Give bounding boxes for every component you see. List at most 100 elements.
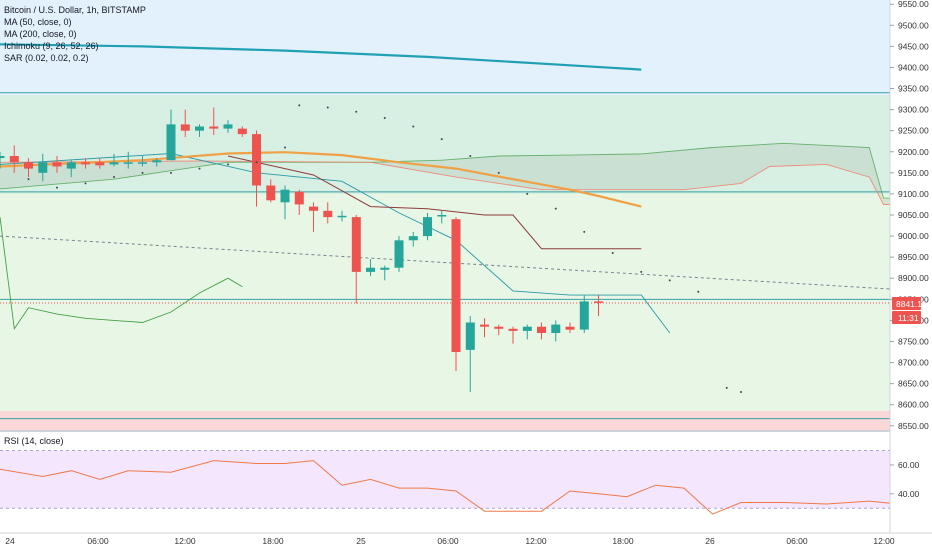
candle-body bbox=[480, 324, 489, 327]
price-tick-label: 8750.00 bbox=[898, 336, 929, 346]
price-tick-label: 8900.00 bbox=[898, 273, 929, 283]
sar-dot bbox=[27, 178, 30, 181]
indicator-lines bbox=[0, 43, 890, 334]
price-tick-label: 9200.00 bbox=[898, 147, 929, 157]
zone-green bbox=[0, 194, 890, 411]
price-tick-label: 9450.00 bbox=[898, 41, 929, 51]
legend: Bitcoin / U.S. Dollar, 1h, BITSTAMP MA (… bbox=[4, 5, 146, 446]
price-tick-label: 8550.00 bbox=[898, 421, 929, 431]
candle-body bbox=[323, 210, 333, 218]
sar-dot bbox=[170, 171, 172, 174]
candle-body bbox=[494, 326, 504, 329]
sar-dot bbox=[56, 186, 58, 189]
time-tick-label: 12:00 bbox=[873, 536, 895, 546]
candle-body bbox=[465, 322, 475, 350]
time-tick-label: 12:00 bbox=[525, 536, 547, 546]
price-tick-label: 9100.00 bbox=[898, 189, 929, 199]
candle-body bbox=[309, 206, 318, 211]
candle-body bbox=[437, 215, 447, 217]
sar-dot bbox=[412, 125, 415, 128]
sar-dot bbox=[227, 163, 229, 166]
ichimoku-span-a bbox=[0, 142, 890, 199]
candlesticks bbox=[0, 107, 603, 393]
candle-body bbox=[195, 126, 204, 131]
candle-body bbox=[351, 217, 361, 272]
price-tick-label: 9300.00 bbox=[898, 105, 929, 115]
sar-dot bbox=[255, 161, 258, 164]
legend-sar[interactable]: SAR (0.02, 0.02, 0.2) bbox=[4, 53, 89, 63]
candle-body bbox=[565, 326, 575, 330]
sar-dot bbox=[84, 182, 87, 185]
cloud-area bbox=[0, 143, 890, 205]
symbol-title[interactable]: Bitcoin / U.S. Dollar, 1h, BITSTAMP bbox=[4, 5, 146, 15]
candle-body bbox=[0, 156, 5, 159]
sar-dot bbox=[198, 167, 201, 170]
candle-body bbox=[237, 128, 247, 135]
drawing-zones bbox=[0, 0, 890, 430]
rsi-band bbox=[0, 450, 890, 509]
price-tick-label: 9350.00 bbox=[898, 84, 929, 94]
legend-ichimoku[interactable]: Ichimoku (9, 26, 52, 26) bbox=[4, 41, 99, 51]
trendline bbox=[0, 235, 890, 290]
price-tick-label: 8950.00 bbox=[898, 252, 929, 262]
sar-dot bbox=[141, 171, 144, 174]
sar-dot bbox=[355, 110, 358, 113]
price-tick-label: 9050.00 bbox=[898, 210, 929, 220]
candle-body bbox=[337, 215, 347, 218]
sar-dot bbox=[697, 290, 700, 293]
price-tick-label: 8700.00 bbox=[898, 358, 929, 368]
ma50-line bbox=[0, 151, 642, 208]
candle-body bbox=[294, 191, 304, 205]
ichimoku-span-b bbox=[0, 160, 890, 205]
ichimoku-chikou bbox=[0, 217, 243, 331]
time-tick-label: 12:00 bbox=[174, 536, 196, 546]
time-tick-label: 24 bbox=[5, 536, 15, 546]
sar-dot bbox=[284, 146, 286, 149]
candle-body bbox=[123, 162, 133, 164]
candle-body bbox=[380, 267, 390, 270]
sar-dot bbox=[611, 251, 614, 254]
price-axis[interactable]: 8550.008600.008650.008700.008750.008800.… bbox=[890, 0, 929, 431]
candle-body bbox=[66, 162, 76, 169]
ichimoku-cloud bbox=[0, 143, 890, 205]
parabolic-sar bbox=[27, 104, 742, 394]
sar-dot bbox=[469, 154, 472, 157]
sar-dot bbox=[298, 104, 301, 107]
candle-body bbox=[138, 162, 147, 164]
candle-body bbox=[537, 326, 546, 333]
sar-dot bbox=[668, 279, 671, 282]
candle-body bbox=[394, 240, 404, 268]
candle-body bbox=[81, 162, 90, 165]
price-tick-label: 9150.00 bbox=[898, 168, 929, 178]
candle-body bbox=[508, 328, 518, 331]
candle-body bbox=[280, 189, 290, 203]
candle-body bbox=[366, 267, 375, 272]
legend-ma50[interactable]: MA (50, close, 0) bbox=[4, 17, 72, 27]
rsi-axis[interactable]: 40.00 60.00 bbox=[890, 460, 920, 499]
time-tick-label: 06:00 bbox=[437, 536, 459, 546]
candle-body bbox=[24, 162, 33, 169]
legend-ma200[interactable]: MA (200, close, 0) bbox=[4, 29, 77, 39]
candle-body bbox=[152, 160, 162, 163]
last-price-tag: 8841.11 bbox=[892, 297, 926, 310]
candle-body bbox=[209, 126, 219, 129]
time-tick-label: 06:00 bbox=[87, 536, 109, 546]
candle-body bbox=[579, 301, 589, 330]
legend-rsi[interactable]: RSI (14, close) bbox=[4, 436, 64, 446]
sar-dot bbox=[640, 270, 643, 273]
sar-dot bbox=[740, 391, 742, 394]
candle-body bbox=[166, 124, 176, 161]
sar-dot bbox=[440, 138, 443, 141]
candle-body bbox=[180, 124, 190, 131]
candle-body bbox=[9, 156, 19, 163]
zone-teal bbox=[0, 95, 890, 194]
price-tick-label: 9550.00 bbox=[898, 0, 929, 9]
candle-body bbox=[408, 236, 418, 241]
sar-dot bbox=[583, 230, 586, 233]
sar-dot bbox=[113, 176, 115, 179]
time-axis[interactable]: 24 06:00 12:00 18:00 25 06:00 12:00 18:00 26 06:0… bbox=[5, 536, 895, 546]
candle-body bbox=[223, 124, 233, 129]
price-tick-label: 9500.00 bbox=[898, 20, 929, 30]
